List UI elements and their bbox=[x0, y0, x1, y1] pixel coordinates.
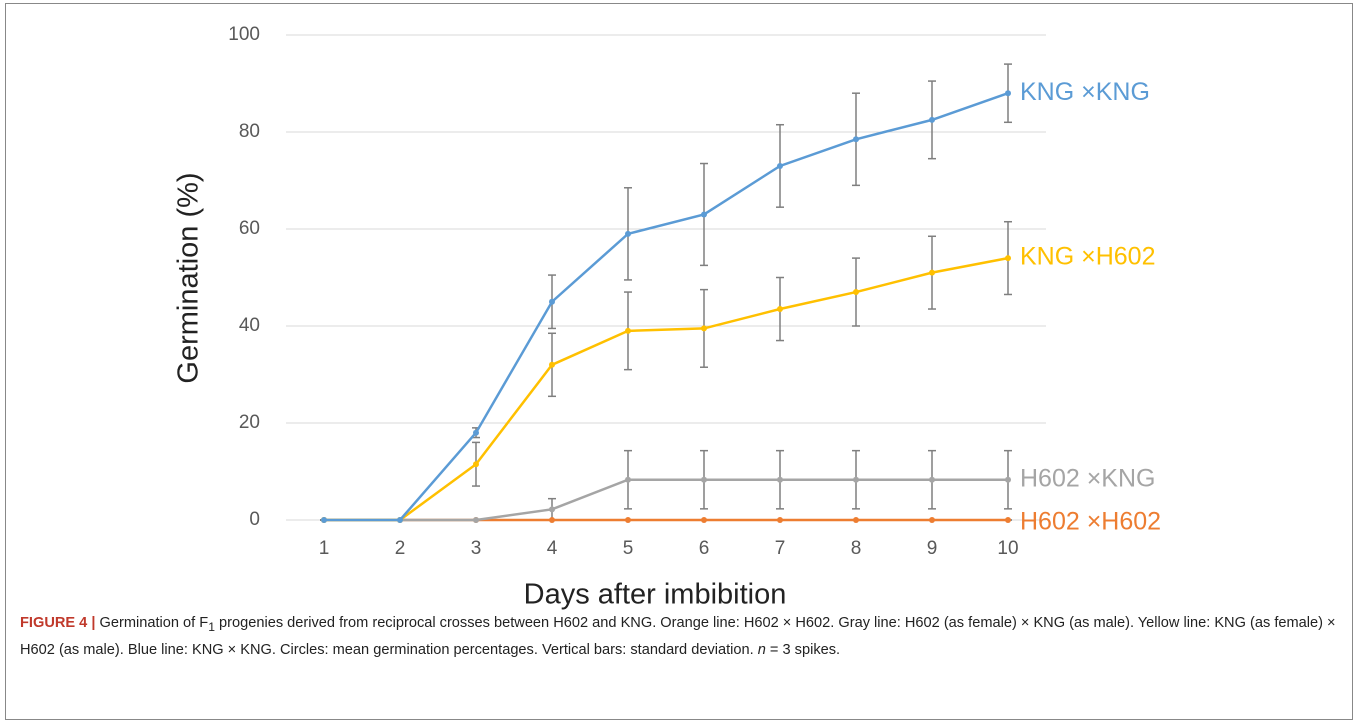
caption-italic: n bbox=[757, 641, 766, 658]
y-tick-label: 0 bbox=[249, 509, 260, 530]
point bbox=[473, 461, 479, 468]
point bbox=[625, 476, 631, 483]
x-tick-label: 7 bbox=[775, 538, 786, 559]
point bbox=[549, 517, 555, 523]
x-tick-label: 3 bbox=[471, 538, 482, 559]
caption-text: = 3 spikes. bbox=[765, 641, 841, 658]
point bbox=[853, 289, 859, 296]
point bbox=[701, 211, 707, 218]
point bbox=[853, 517, 859, 523]
caption-subscript: 1 bbox=[208, 619, 215, 634]
point bbox=[549, 506, 555, 513]
point bbox=[1005, 90, 1011, 97]
point bbox=[549, 361, 555, 368]
point bbox=[625, 517, 631, 523]
point bbox=[929, 269, 935, 276]
point bbox=[853, 136, 859, 143]
point bbox=[625, 230, 631, 237]
x-tick-label: 10 bbox=[997, 538, 1018, 559]
x-tick-label: 1 bbox=[319, 538, 330, 559]
point bbox=[1005, 255, 1011, 262]
series-label: KNG ×H602 bbox=[1020, 243, 1156, 271]
point bbox=[473, 429, 479, 436]
point bbox=[397, 517, 403, 523]
frame bbox=[5, 3, 1353, 720]
series-label: H602 ×KNG bbox=[1020, 464, 1156, 492]
caption-text: Germination of F bbox=[95, 615, 209, 631]
point bbox=[1005, 517, 1011, 523]
x-axis-title: Days after imbibition bbox=[524, 579, 787, 611]
series-line bbox=[324, 478, 1008, 522]
y-tick-label: 80 bbox=[239, 121, 260, 142]
series-label: H602 ×H602 bbox=[1020, 508, 1161, 536]
caption-text: progenies derived from reciprocal crosse… bbox=[20, 615, 1336, 658]
point bbox=[701, 325, 707, 332]
y-tick-label: 40 bbox=[239, 315, 260, 336]
series-label: KNG ×KNG bbox=[1020, 78, 1150, 106]
point bbox=[777, 306, 783, 313]
y-tick-label: 100 bbox=[228, 24, 260, 45]
x-tick-label: 5 bbox=[623, 538, 634, 559]
y-axis-title: Germination (%) bbox=[173, 172, 205, 383]
x-tick-label: 9 bbox=[927, 538, 938, 559]
point bbox=[321, 517, 327, 523]
caption: FIGURE 4 | Germination of F1 progenies d… bbox=[20, 612, 1338, 662]
point bbox=[929, 476, 935, 483]
x-tick-label: 4 bbox=[547, 538, 558, 559]
x-tick-label: 2 bbox=[395, 538, 406, 559]
point bbox=[701, 517, 707, 523]
point bbox=[701, 476, 707, 483]
point bbox=[777, 517, 783, 523]
point bbox=[929, 116, 935, 123]
series-line bbox=[324, 256, 1009, 522]
point bbox=[549, 298, 555, 305]
point bbox=[777, 162, 783, 169]
point bbox=[625, 327, 631, 334]
caption-label: FIGURE 4 | bbox=[20, 615, 96, 631]
series-line bbox=[324, 92, 1009, 522]
point bbox=[777, 476, 783, 483]
point bbox=[929, 517, 935, 523]
point bbox=[853, 476, 859, 483]
point bbox=[1005, 476, 1011, 483]
x-tick-label: 6 bbox=[699, 538, 710, 559]
x-tick-label: 8 bbox=[851, 538, 862, 559]
y-tick-label: 20 bbox=[239, 412, 260, 433]
point bbox=[473, 517, 479, 523]
y-tick-label: 60 bbox=[239, 218, 260, 239]
